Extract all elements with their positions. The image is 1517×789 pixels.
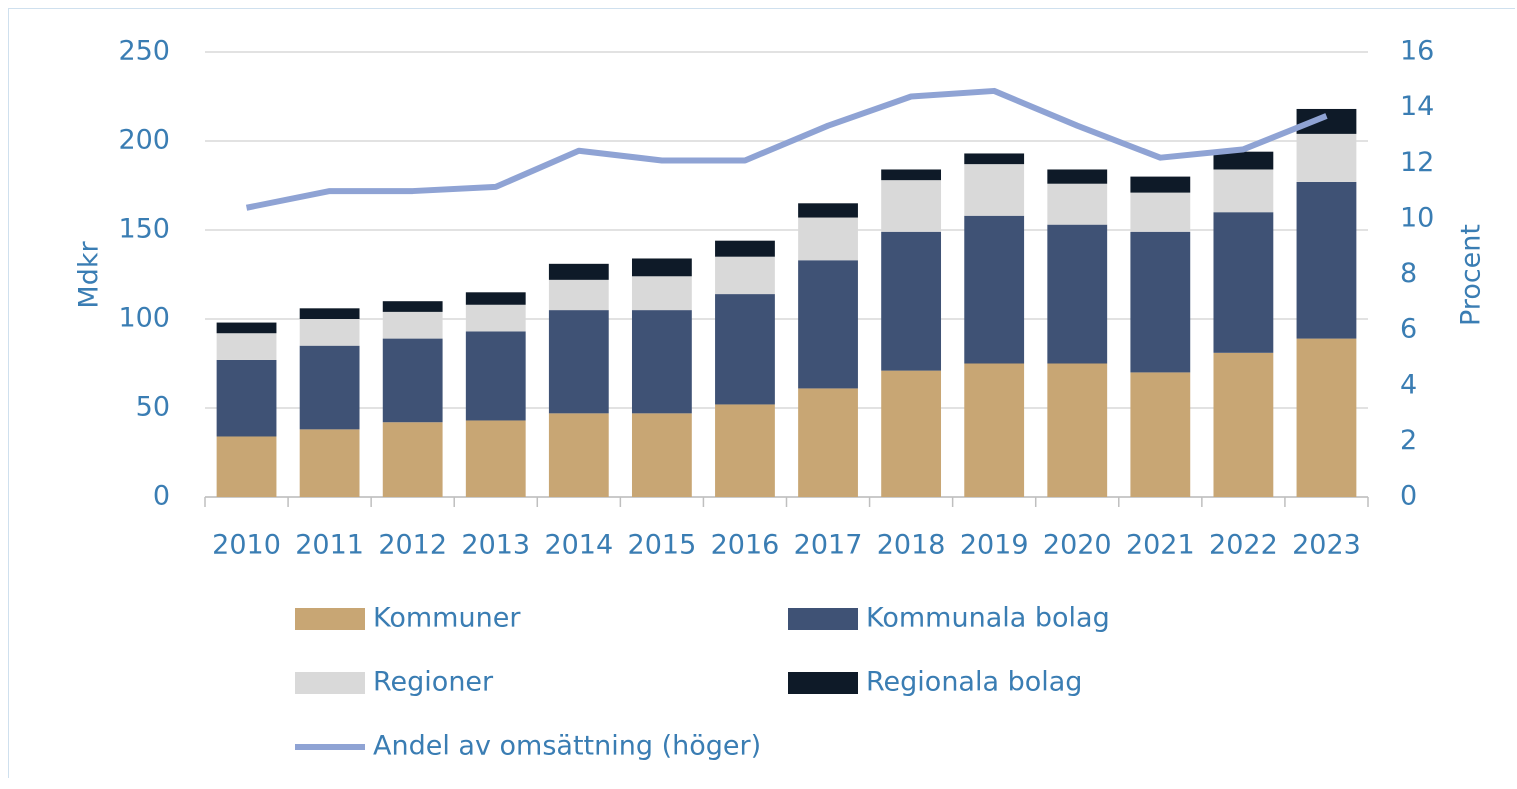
bar-segment [631,276,692,311]
bar-segment [964,363,1025,497]
bar-segment [631,310,692,414]
bar-segment [881,180,942,232]
bar-segment [715,256,775,295]
x-tick-label: 2015 [628,530,697,561]
y-axis-label: Mdkr [74,241,105,309]
bar-segment [1130,192,1191,232]
x-tick-label: 2020 [1043,530,1112,561]
x-tick-label: 2022 [1209,530,1278,561]
y-tick-label: 50 [136,392,170,423]
y2-tick-label: 10 [1400,202,1434,233]
bar-segment [548,310,609,414]
bar-segment [715,294,775,405]
bar-segment [548,263,609,280]
line [245,87,1328,211]
bar-segment [881,231,942,371]
bar-segment [382,422,443,497]
y-tick-label: 150 [118,214,170,245]
legend-swatch [295,608,365,630]
bar-segment [382,338,443,423]
bar-segment [382,301,443,312]
y2-tick-label: 14 [1400,91,1434,122]
bar-segment [631,413,692,497]
bar-segment [881,370,942,497]
bar-segment [715,404,775,497]
y2-tick-label: 8 [1400,258,1417,289]
bar-segment [1047,363,1108,497]
bar-segment [299,319,360,346]
x-tick-label: 2017 [794,530,863,561]
x-tick-label: 2023 [1292,530,1361,561]
bar-segment [1047,183,1108,225]
legend-label: Kommuner [373,603,521,634]
bar-segment [964,153,1025,165]
bar-segment [216,333,277,360]
bar-segment [299,308,360,319]
bar-segment [1130,176,1191,193]
bar-segment [1296,181,1357,339]
bar-segment [548,413,609,497]
bar-segment [798,388,858,497]
x-tick-label: 2012 [378,530,447,561]
x-tick-label: 2011 [295,530,364,561]
bar-segment [1213,212,1274,353]
x-tick-label: 2021 [1126,530,1195,561]
y-tick-label: 100 [118,303,170,334]
y2-tick-label: 16 [1400,36,1434,67]
legend-swatch [788,672,858,694]
x-tick-label: 2019 [960,530,1029,561]
bar-segment [964,164,1025,216]
x-tick-label: 2016 [711,530,780,561]
bar-segment [1213,352,1274,497]
y2-tick-label: 6 [1400,314,1417,345]
frame [8,8,1515,778]
y-tick-label: 200 [118,125,170,156]
legend-label: Andel av omsättning (höger) [373,731,761,762]
bar-segment [1296,133,1357,182]
x-tick-label: 2018 [877,530,946,561]
bar-segment [216,322,277,334]
bar-segment [465,331,526,421]
y2-tick-label: 4 [1400,369,1417,400]
bar-segment [1213,151,1274,170]
bar-segment [881,169,942,181]
bar-segment [465,420,526,497]
bar-segment [1047,224,1108,364]
bar-segment [631,258,692,277]
bar-segment [798,260,858,389]
bar-segment [1213,169,1274,213]
bar-segment [1130,231,1191,373]
bar-segment [798,203,858,218]
bar-segment [964,215,1025,364]
x-tick-label: 2010 [212,530,281,561]
bar-segment [216,436,277,497]
y2-tick-label: 0 [1400,481,1417,512]
bar-segment [715,240,775,257]
bar-segment [548,279,609,311]
y2-tick-label: 2 [1400,425,1417,456]
y-tick-label: 250 [118,36,170,67]
bar-segment [1296,338,1357,497]
legend-label: Regioner [373,667,494,698]
bar-segment [465,292,526,305]
y-tick-label: 0 [153,481,170,512]
bar-segment [299,345,360,430]
bar-segment [382,311,443,339]
bar-segment [299,429,360,497]
bar-segment [798,217,858,261]
x-tick-label: 2014 [544,530,613,561]
bar-segment [465,304,526,332]
y2-axis-label: Procent [1456,224,1487,326]
legend-swatch [788,608,858,630]
bar-segment [216,359,277,437]
bar-segment [1130,372,1191,497]
legend-swatch [295,672,365,694]
legend-label: Kommunala bolag [866,603,1110,634]
bar-segment [1047,169,1108,184]
y2-tick-label: 12 [1400,147,1434,178]
legend-label: Regionala bolag [866,667,1082,698]
x-tick-label: 2013 [461,530,530,561]
